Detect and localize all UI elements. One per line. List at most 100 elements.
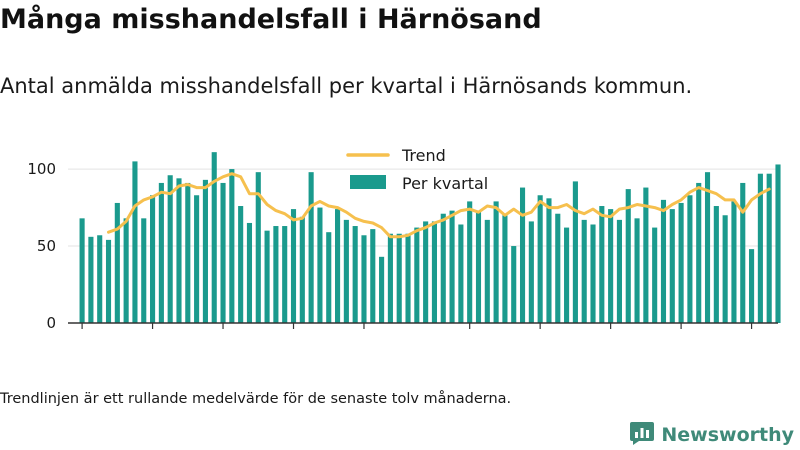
bar bbox=[546, 198, 552, 323]
bar bbox=[326, 232, 332, 323]
bar bbox=[731, 201, 737, 323]
bar bbox=[696, 182, 702, 323]
bar bbox=[775, 164, 781, 323]
legend-bar-swatch bbox=[350, 175, 386, 189]
bar bbox=[194, 195, 200, 323]
x-tick-label: 2023 bbox=[662, 339, 700, 340]
legend: Trend Per kvartal bbox=[346, 146, 488, 193]
bar bbox=[449, 210, 455, 323]
bar bbox=[387, 233, 393, 323]
bar bbox=[176, 178, 182, 323]
trend-line bbox=[107, 172, 771, 239]
chart-title: Många misshandelsfall i Härnösand bbox=[0, 4, 542, 35]
bar bbox=[370, 229, 376, 323]
bar bbox=[273, 226, 279, 323]
y-tick-label: 100 bbox=[27, 160, 56, 178]
bar bbox=[123, 218, 129, 323]
bar bbox=[167, 175, 173, 323]
bar bbox=[255, 172, 261, 323]
bar bbox=[643, 187, 649, 323]
bar bbox=[334, 209, 341, 323]
bar bbox=[467, 201, 473, 323]
y-tick-label: 0 bbox=[46, 314, 56, 332]
x-tick-label: 2006 bbox=[63, 339, 101, 340]
y-tick-label: 50 bbox=[37, 237, 56, 255]
bar bbox=[158, 182, 164, 323]
bar bbox=[634, 218, 640, 323]
bar bbox=[608, 209, 614, 323]
bar bbox=[264, 230, 270, 323]
bar bbox=[431, 221, 438, 323]
bar bbox=[722, 215, 728, 323]
bar bbox=[282, 226, 288, 323]
bar bbox=[502, 215, 508, 323]
bar bbox=[423, 221, 429, 323]
bar bbox=[361, 235, 367, 323]
bar bbox=[749, 249, 755, 323]
bar bbox=[396, 233, 402, 323]
bar bbox=[220, 182, 226, 323]
bar bbox=[669, 209, 675, 323]
x-axis: 0 50 100 2006 2008 2010 2012 2014 2017 2019 2021 20… bbox=[27, 160, 778, 340]
x-tick-label: 2019 bbox=[521, 339, 559, 340]
x-tick-label: 2008 bbox=[133, 339, 171, 340]
bar bbox=[766, 173, 772, 323]
bar bbox=[405, 233, 411, 323]
bar bbox=[211, 152, 217, 323]
bar bbox=[229, 169, 235, 323]
bar bbox=[687, 195, 693, 323]
chart-subtitle: Antal anmälda misshandelsfall per kvarta… bbox=[0, 74, 693, 98]
bar-series bbox=[79, 152, 781, 323]
legend-label-bars: Per kvartal bbox=[402, 174, 488, 193]
x-tick-label: 2017 bbox=[451, 339, 489, 340]
bar bbox=[484, 219, 490, 323]
bar bbox=[704, 172, 711, 323]
bar bbox=[537, 195, 543, 323]
newsworthy-logo-icon bbox=[629, 420, 655, 450]
bar bbox=[528, 221, 534, 323]
bar bbox=[105, 239, 112, 323]
bar bbox=[414, 227, 420, 323]
bar bbox=[599, 206, 605, 323]
x-tick-label: 2021 bbox=[592, 339, 630, 340]
bar bbox=[616, 219, 622, 323]
bar bbox=[132, 161, 138, 323]
bar bbox=[493, 201, 499, 323]
bar bbox=[660, 199, 667, 323]
bar bbox=[352, 226, 358, 323]
bar bbox=[290, 209, 297, 323]
brand: Newsworthy bbox=[629, 420, 794, 450]
bar bbox=[740, 182, 746, 323]
bar bbox=[150, 195, 156, 323]
bar bbox=[440, 213, 446, 323]
bar bbox=[246, 222, 253, 323]
bar bbox=[511, 246, 517, 323]
bar bbox=[713, 206, 719, 323]
bar bbox=[652, 227, 658, 323]
bar bbox=[564, 227, 570, 323]
bar bbox=[202, 179, 208, 323]
bar bbox=[555, 213, 561, 323]
bar bbox=[625, 189, 631, 323]
bar bbox=[308, 172, 314, 323]
footnote: Trendlinjen är ett rullande medelvärde f… bbox=[0, 391, 512, 407]
bar bbox=[519, 187, 526, 323]
brand-name: Newsworthy bbox=[661, 424, 794, 446]
bar bbox=[475, 210, 482, 323]
bar bbox=[97, 235, 103, 323]
x-tick-label: 2025 bbox=[732, 339, 770, 340]
bar bbox=[458, 224, 464, 323]
bar bbox=[678, 202, 684, 323]
chart-area: 0 50 100 2006 2008 2010 2012 2014 2017 2019 2021 20… bbox=[27, 146, 781, 340]
x-tick-label: 2014 bbox=[345, 339, 383, 340]
bar bbox=[379, 256, 385, 323]
x-tick-label: 2012 bbox=[274, 339, 312, 340]
bar bbox=[572, 181, 578, 323]
x-tick-label: 2010 bbox=[204, 339, 242, 340]
trend-series bbox=[107, 172, 771, 239]
bar bbox=[757, 173, 763, 323]
bar bbox=[238, 206, 244, 323]
bar bbox=[299, 216, 305, 323]
bar bbox=[114, 202, 120, 323]
bar bbox=[185, 182, 191, 323]
